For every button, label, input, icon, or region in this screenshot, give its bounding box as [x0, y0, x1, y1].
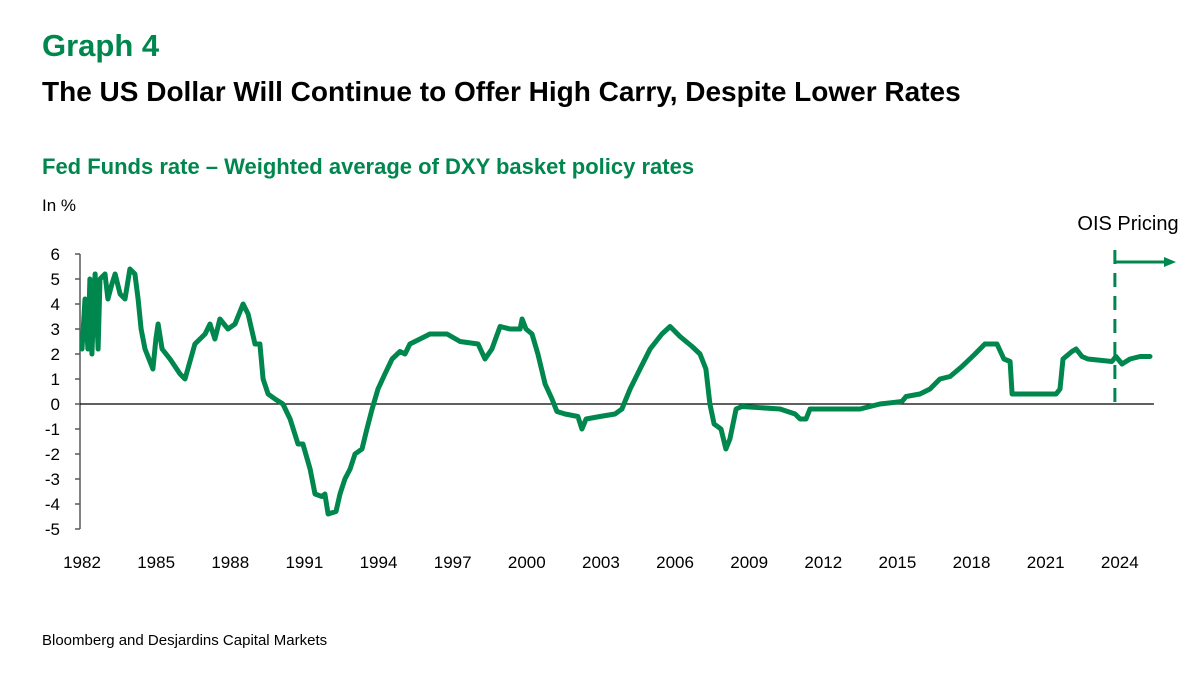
y-tick-label: 5	[51, 270, 60, 289]
x-tick-label: 2003	[582, 553, 620, 572]
x-tick-label: 1985	[137, 553, 175, 572]
y-tick-label: 4	[51, 295, 60, 314]
x-tick-label: 2021	[1027, 553, 1065, 572]
y-tick-label: 2	[51, 345, 60, 364]
x-tick-label: 2024	[1101, 553, 1139, 572]
y-tick-label: -3	[45, 470, 60, 489]
y-tick-label: -4	[45, 495, 60, 514]
ois-pricing-label: OIS Pricing	[1077, 213, 1178, 235]
y-tick-label: 6	[51, 245, 60, 264]
x-tick-label: 1997	[434, 553, 472, 572]
x-tick-label: 2009	[730, 553, 768, 572]
y-tick-label: 0	[51, 395, 60, 414]
chart-title: The US Dollar Will Continue to Offer Hig…	[42, 76, 961, 107]
x-tick-label: 2018	[953, 553, 991, 572]
x-tick-label: 1988	[211, 553, 249, 572]
y-tick-label: -5	[45, 520, 60, 539]
y-tick-label: 3	[51, 320, 60, 339]
series-line	[79, 266, 1153, 517]
arrow-right-icon	[1164, 257, 1176, 267]
x-tick-label: 2006	[656, 553, 694, 572]
x-tick-label: 2012	[804, 553, 842, 572]
source-note: Bloomberg and Desjardins Capital Markets	[42, 632, 328, 649]
y-tick-label: -1	[45, 420, 60, 439]
y-tick-label: 1	[51, 370, 60, 389]
graph-label: Graph 4	[42, 28, 160, 63]
x-tick-label: 1991	[285, 553, 323, 572]
x-tick-label: 1982	[63, 553, 101, 572]
y-axis-unit-label: In %	[42, 196, 77, 215]
ois-annotation: OIS Pricing	[1077, 213, 1179, 404]
y-tick-label: -2	[45, 445, 60, 464]
chart-subtitle: Fed Funds rate – Weighted average of DXY…	[42, 154, 695, 179]
x-tick-label: 1994	[360, 553, 398, 572]
x-tick-label: 2015	[879, 553, 917, 572]
x-tick-label: 2000	[508, 553, 546, 572]
